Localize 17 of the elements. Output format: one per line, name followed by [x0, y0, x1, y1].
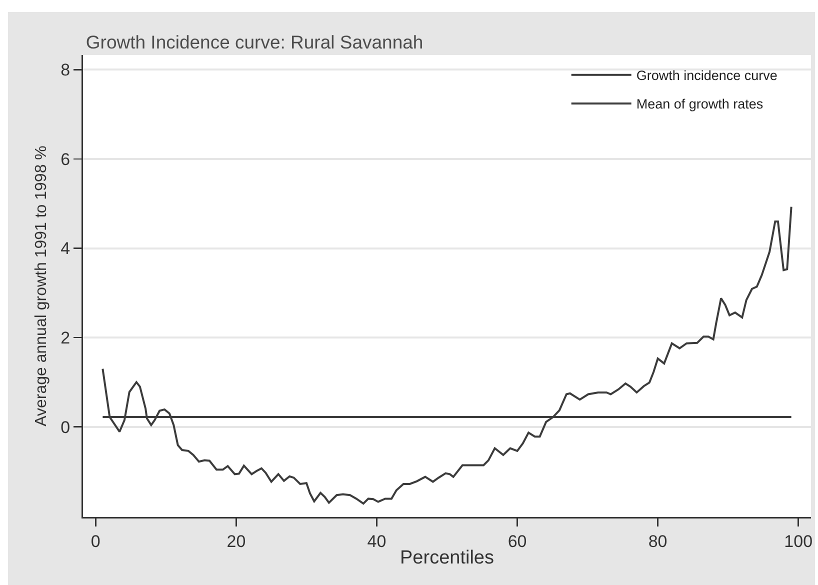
x-tick-label: 20 — [226, 532, 246, 551]
line-series — [102, 206, 792, 505]
chart-title: Growth Incidence curve: Rural Savannah — [86, 31, 424, 52]
y-tick-label: 2 — [60, 328, 70, 348]
y-tick-label: 0 — [60, 418, 70, 437]
y-axis-title: Average annual growth 1991 to 1998 % — [32, 146, 50, 426]
x-tick-label: 40 — [367, 532, 386, 551]
legend-label: Growth incidence curve — [636, 68, 778, 84]
x-tick-label: 60 — [508, 532, 527, 551]
x-axis-title: Percentiles — [400, 547, 494, 568]
y-tick-label: 4 — [60, 239, 70, 258]
y-tick-label: 6 — [60, 150, 70, 169]
x-tick-label: 80 — [648, 532, 668, 551]
x-tick-label: 100 — [784, 532, 813, 551]
x-tick-label: 0 — [90, 532, 100, 551]
y-tick-label: 8 — [60, 60, 70, 80]
legend-label: Mean of growth rates — [636, 96, 764, 112]
